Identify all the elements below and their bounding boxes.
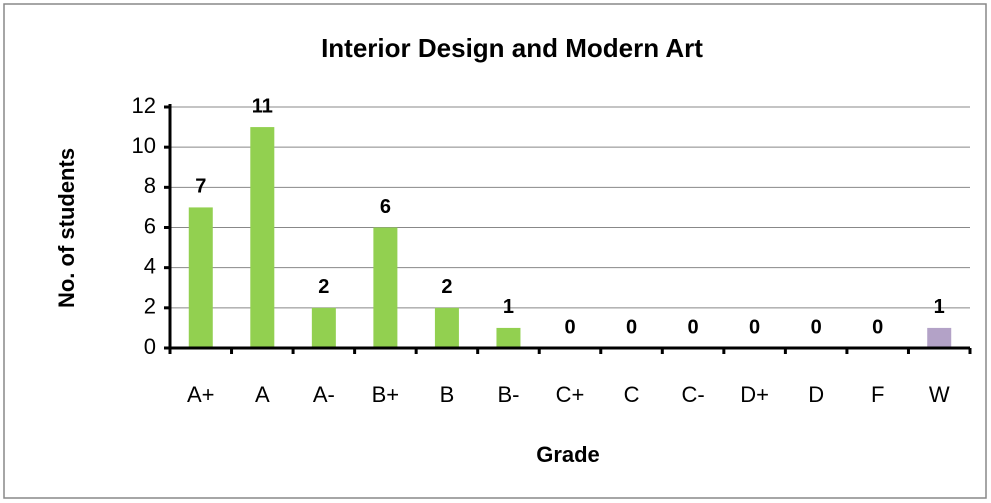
x-tick-label: A+ [187,382,215,407]
y-tick-label: 8 [144,173,156,198]
x-tick-label: C+ [556,382,585,407]
x-tick-label: B- [497,382,519,407]
bar [188,207,213,348]
x-tick-label: D [808,382,824,407]
x-tick-label: C- [681,382,704,407]
data-label: 1 [934,296,945,318]
data-label: 6 [380,196,391,218]
data-label: 7 [195,176,206,198]
y-tick-label: 2 [144,294,156,319]
y-tick-label: 4 [144,253,156,278]
x-tick-label: B+ [372,382,400,407]
y-axis-label: No. of students [54,148,79,308]
bar [434,307,459,348]
y-tick-label: 6 [144,213,156,238]
data-label: 2 [318,276,329,298]
data-label: 11 [252,95,273,117]
bar [496,327,521,348]
data-label: 0 [564,316,575,338]
bar [250,127,275,348]
chart-title: Interior Design and Modern Art [321,33,703,63]
x-tick-label: D+ [740,382,769,407]
y-tick-label: 12 [132,93,156,118]
data-label: 2 [441,276,452,298]
x-tick-label: B [440,382,455,407]
x-axis-label: Grade [536,442,600,467]
y-tick-label: 0 [144,334,156,359]
data-label: 0 [688,316,699,338]
chart-border [3,3,987,499]
x-tick-label: F [871,382,884,407]
x-tick-label: A- [313,382,335,407]
bar [373,227,398,348]
data-label: 0 [749,316,760,338]
data-label: 0 [872,316,883,338]
data-label: 0 [811,316,822,338]
x-tick-label: A [255,382,270,407]
x-tick-label: W [929,382,950,407]
data-label: 1 [503,296,514,318]
x-tick-label: C [624,382,640,407]
y-tick-label: 10 [132,133,156,158]
data-label: 0 [626,316,637,338]
bar [927,327,952,348]
bar [311,307,336,348]
